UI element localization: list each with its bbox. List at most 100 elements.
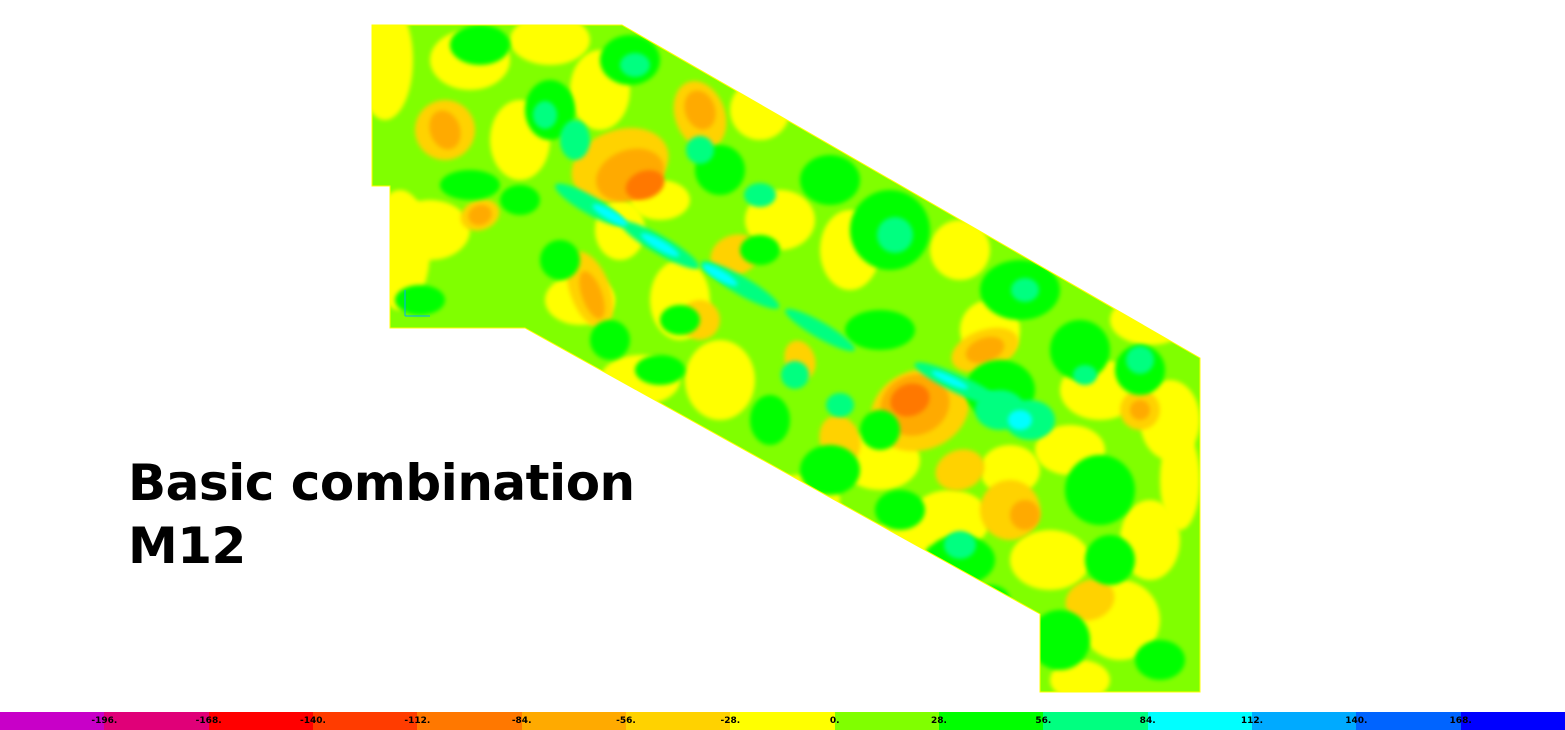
legend-tick-label: -56. (616, 716, 636, 726)
contour-blob (1073, 365, 1097, 385)
legend-swatch (730, 712, 835, 730)
legend-tick-label: -196. (91, 716, 118, 726)
contour-blob (450, 25, 510, 65)
legend-swatch (208, 712, 313, 730)
contour-blob (670, 25, 730, 60)
contour-blob (744, 183, 776, 207)
caption-case: M12 (128, 517, 246, 575)
legend-swatch (0, 712, 105, 730)
contour-blob (429, 110, 461, 150)
contour-blob (684, 90, 716, 130)
contour-blob (781, 361, 809, 389)
contour-blob (800, 445, 860, 495)
contour-blob (1110, 295, 1190, 345)
contour-blob (640, 233, 680, 257)
contour-blob (510, 25, 590, 65)
contour-blob (702, 264, 738, 286)
legend-swatch (938, 712, 1044, 730)
contour-blob (440, 170, 500, 200)
contour-blob (625, 170, 665, 200)
contour-blob (935, 449, 985, 491)
contour-blob (500, 185, 540, 215)
contour-blob (750, 395, 790, 445)
legend-swatch (104, 712, 209, 730)
legend-tick-label: -84. (511, 716, 532, 726)
legend-tick-label: -168. (195, 716, 222, 726)
contour-blob (860, 410, 900, 450)
legend-tick-label: -140. (300, 716, 326, 726)
color-legend-bar (0, 712, 1565, 730)
contour-blob (579, 271, 605, 319)
contour-blob (635, 355, 685, 385)
contour-blob (800, 155, 860, 205)
legend-swatch (417, 712, 522, 730)
contour-blob (1010, 530, 1090, 590)
legend-swatch (1460, 712, 1565, 730)
contour-blob (890, 383, 930, 417)
contour-blob (395, 285, 445, 315)
contour-blob (685, 340, 755, 420)
contour-plot (371, 24, 1201, 693)
contour-blob (1135, 640, 1185, 680)
contour-blob (620, 53, 650, 77)
contour-blob (720, 40, 760, 80)
contour-blob (590, 320, 630, 360)
legend-tick-label: 56. (1035, 716, 1052, 726)
contour-blob (930, 220, 990, 280)
legend-tick-label: -112. (404, 716, 431, 726)
contour-blob (826, 393, 854, 417)
contour-blob (1160, 430, 1200, 530)
contour-blob (877, 217, 913, 253)
legend-tick-label: 28. (931, 716, 947, 726)
contour-blob (1126, 346, 1154, 374)
contour-blob (533, 101, 557, 129)
legend-tick-label: 84. (1139, 716, 1156, 726)
contour-blob (560, 120, 590, 160)
slab-outline (371, 24, 1201, 693)
contour-blob (468, 204, 492, 226)
contour-blob (970, 585, 1010, 615)
legend-swatch (312, 712, 418, 730)
contour-blob (592, 204, 628, 226)
contour-blob (931, 370, 969, 390)
contour-blob (1065, 455, 1135, 525)
legend-swatch (1147, 712, 1252, 730)
legend-tick-label: 168. (1449, 716, 1472, 726)
contour-blob (660, 305, 700, 335)
contour-blob (1050, 320, 1110, 380)
legend-swatch (1251, 712, 1357, 730)
contour-blob (785, 308, 855, 352)
contour-blob (390, 200, 470, 260)
contour-blob (1130, 400, 1150, 420)
contour-blob (740, 235, 780, 265)
legend-swatch (1043, 712, 1148, 730)
contour-blob (944, 531, 976, 559)
contour-blob (875, 490, 925, 530)
contour-blob (1011, 278, 1039, 302)
contour-blob (1010, 500, 1040, 530)
contour-blob (540, 240, 580, 280)
contour-blob (980, 445, 1040, 495)
contour-blob (1008, 410, 1032, 430)
contour-blob (965, 336, 1005, 364)
legend-tick-label: -28. (720, 716, 741, 726)
contour-blob (845, 310, 915, 350)
axis-triad-icon (404, 290, 430, 317)
contour-blob (1030, 610, 1090, 670)
legend-swatch (625, 712, 731, 730)
legend-swatch (521, 712, 626, 730)
legend-swatch (834, 712, 939, 730)
contour-blob (730, 80, 790, 140)
contour-blob (1065, 579, 1115, 621)
caption-title: Basic combination (128, 454, 635, 512)
contour-blob (1050, 660, 1110, 692)
contour-blob (905, 575, 975, 625)
contour-blob (686, 136, 714, 164)
legend-swatch (1356, 712, 1461, 730)
legend-tick-label: 140. (1345, 716, 1368, 726)
contour-blob (372, 25, 413, 120)
legend-tick-label: 0. (829, 716, 840, 726)
contour-blob (1085, 535, 1135, 585)
slab-contour-map (372, 25, 1200, 692)
legend-tick-label: 112. (1240, 716, 1264, 726)
